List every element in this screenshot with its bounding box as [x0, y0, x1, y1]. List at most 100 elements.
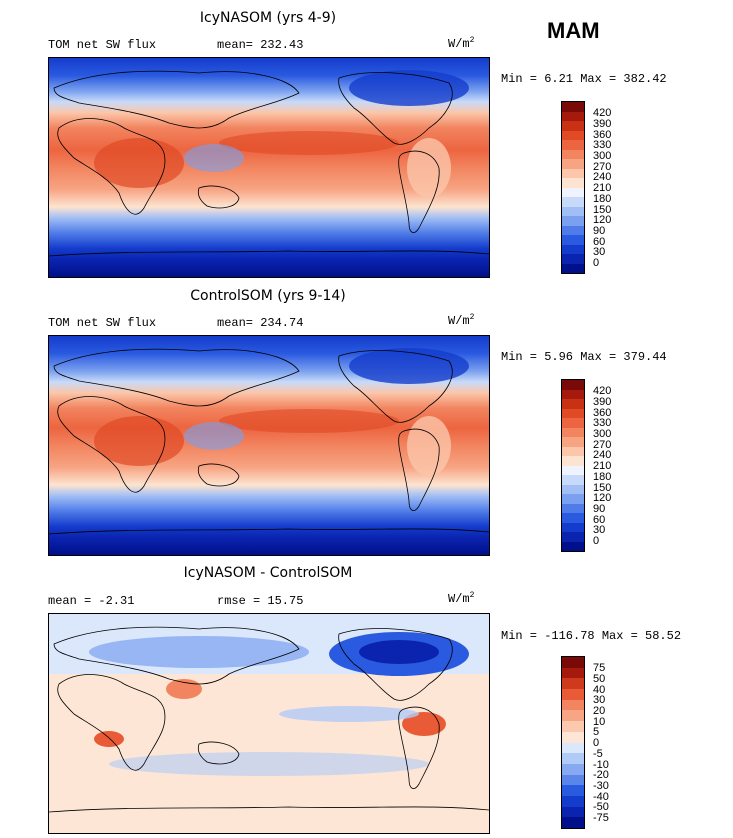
- panel1-colorbar-segment: [562, 225, 584, 235]
- panel3-colorbar-segment: [562, 806, 584, 818]
- panel3-colorbar-tick-label: 50: [593, 673, 606, 686]
- panel1-colorbar-segment: [562, 254, 584, 264]
- panel1-colorbar-tick-label: 390: [593, 118, 612, 131]
- panel3-colorbar-segment: [562, 763, 584, 775]
- panel1-colorbar-tick-label: 150: [593, 203, 612, 216]
- panel3-colorbar-tick-label: 10: [593, 715, 606, 728]
- panel3-colorbar-tick-label: -30: [593, 779, 609, 792]
- panel1-feature-north-america: [349, 70, 469, 106]
- panel2-colorbar-segment: [562, 475, 584, 485]
- panel2-colorbar-segment: [562, 503, 584, 513]
- panel2-colorbar-segment: [562, 408, 584, 418]
- panel3-feature-sh-negative: [109, 752, 429, 776]
- panel1-colorbar-tick-label: 300: [593, 150, 612, 163]
- panel2-unit-label: W/m2: [448, 313, 475, 328]
- panel3-colorbar-segment: [562, 667, 584, 679]
- panel3-title: IcyNASOM - ControlSOM: [183, 565, 353, 581]
- panel1-feature-maritime-continent: [184, 144, 244, 172]
- panel2-colorbar-segment: [562, 513, 584, 523]
- panel3-colorbar-tick-label: -50: [593, 801, 609, 814]
- panel2-title: ControlSOM (yrs 9-14): [190, 288, 346, 304]
- panel3-colorbar-segment: [562, 774, 584, 786]
- panel2-colorbar-tick-label: 390: [593, 396, 612, 409]
- panel1-coastlines: [49, 70, 489, 257]
- panel2-colorbar-segment: [562, 541, 584, 551]
- panel2-colorbar: [561, 379, 585, 552]
- panel3-colorbar-tick-label: 40: [593, 683, 606, 696]
- panel3-colorbar-tick-label: 0: [593, 737, 600, 750]
- panel2-colorbar-segment: [562, 532, 584, 542]
- panel1-colorbar-segment: [562, 140, 584, 150]
- panel1-colorbar-segment: [562, 178, 584, 188]
- panel3-unit-label: W/m2: [448, 591, 475, 606]
- panel2-feature-pacific-maximum: [219, 409, 399, 433]
- panel1-map: [48, 57, 490, 278]
- panel2-map: [48, 335, 490, 556]
- panel3-feature-north-america-minimum: [359, 640, 439, 664]
- panel3-colorbar-segment: [562, 689, 584, 700]
- panel3-colorbar-segment: [562, 742, 584, 754]
- panel1-map-svg: [49, 58, 489, 277]
- panel1-colorbar-tick-label: 0: [593, 256, 600, 269]
- panel2-colorbar-tick-label: 360: [593, 406, 612, 419]
- panel2-colorbar-segment: [562, 389, 584, 399]
- panel3-colorbar-segment: [562, 710, 584, 722]
- panel1-colorbar-tick-label: 60: [593, 235, 606, 248]
- panel2-coastlines: [49, 348, 489, 535]
- panel3-colorbar-tick-label: -5: [593, 747, 603, 760]
- panel2-map-svg: [49, 336, 489, 555]
- panel3-colorbar-tick-label: -75: [593, 811, 609, 824]
- panel3-coastlines: [49, 626, 489, 813]
- panel2-colorbar-tick-label: 30: [593, 524, 606, 537]
- panel1-colorbar-tick-label: 90: [593, 224, 606, 237]
- panel2-colorbar-tick-label: 150: [593, 481, 612, 494]
- panel3-mean-label: mean = -2.31: [48, 594, 135, 608]
- panel2-colorbar-segment: [562, 399, 584, 409]
- panel3-colorbar-tick-label: 75: [593, 662, 606, 675]
- panel1-unit-label: W/m2: [448, 36, 475, 51]
- panel3-colorbar-segment: [562, 678, 584, 690]
- panel2-colorbar-segment: [562, 522, 584, 532]
- panel3-map: [48, 613, 490, 834]
- panel2-colorbar-tick-label: 180: [593, 470, 612, 483]
- panel2-colorbar-tick-label: 0: [593, 534, 600, 547]
- panel2-colorbar-tick-label: 60: [593, 513, 606, 526]
- panel2-colorbar-segment: [562, 484, 584, 494]
- panel2-colorbar-tick-label: 300: [593, 428, 612, 441]
- panel3-colorbar-tick-label: -10: [593, 758, 609, 771]
- panel1-colorbar-segment: [562, 216, 584, 226]
- panel3-feature-south-america-positive: [402, 712, 446, 736]
- panel3-feature-pacific-negative: [279, 706, 419, 722]
- panel3-feature-africa-positive: [94, 731, 124, 747]
- panel2-colorbar-segment: [562, 427, 584, 437]
- panel3-range-label: Min = -116.78 Max = 58.52: [501, 629, 682, 643]
- panel3-colorbar-segment: [562, 795, 584, 807]
- panel3-colorbar: [561, 656, 585, 829]
- panel3-colorbar-segment: [562, 721, 584, 732]
- panel1-colorbar-segment: [562, 235, 584, 245]
- panel3-colorbar-segment: [562, 753, 584, 764]
- panel1-colorbar-segment: [562, 197, 584, 207]
- panel1-colorbar-tick-label: 270: [593, 160, 612, 173]
- panel1-title: IcyNASOM (yrs 4-9): [199, 10, 337, 26]
- panel1-colorbar: [561, 101, 585, 274]
- panel1-colorbar-segment: [562, 111, 584, 121]
- panel1-colorbar-segment: [562, 159, 584, 169]
- panel1-colorbar-segment: [562, 206, 584, 216]
- panel2-range-label: Min = 5.96 Max = 379.44: [501, 350, 667, 364]
- panel3-colorbar-segment: [562, 657, 584, 668]
- panel2-colorbar-tick-label: 120: [593, 492, 612, 505]
- panel1-variable-label: TOM net SW flux: [48, 38, 157, 52]
- panel1-colorbar-tick-label: 330: [593, 139, 612, 152]
- panel1-colorbar-tick-label: 120: [593, 214, 612, 227]
- panel2-colorbar-tick-label: 240: [593, 449, 612, 462]
- panel3-colorbar-segment: [562, 731, 584, 743]
- panel1-colorbar-segment: [562, 187, 584, 197]
- panel2-colorbar-segment: [562, 494, 584, 504]
- panel3-rmse-label: rmse = 15.75: [217, 594, 304, 608]
- panel1-feature-pacific-maximum: [219, 131, 399, 155]
- panel3-colorbar-tick-label: -40: [593, 790, 609, 803]
- panel1-mean-label: mean= 232.43: [217, 38, 304, 52]
- panel2-colorbar-segment: [562, 380, 584, 390]
- panel1-range-label: Min = 6.21 Max = 382.42: [501, 72, 667, 86]
